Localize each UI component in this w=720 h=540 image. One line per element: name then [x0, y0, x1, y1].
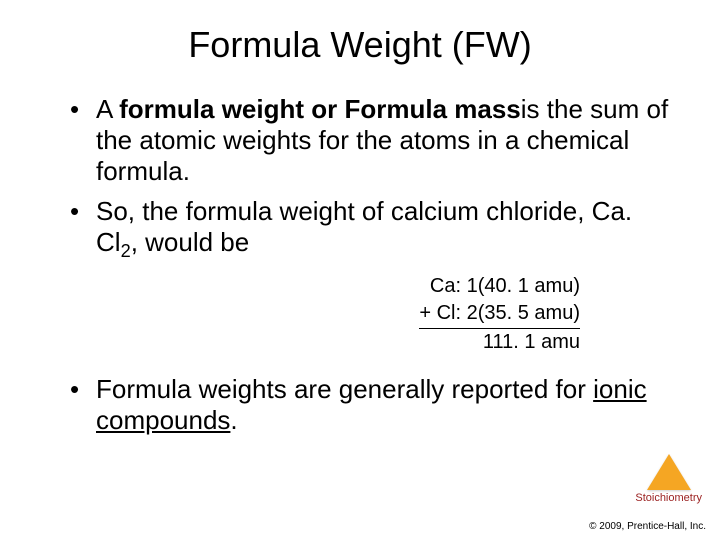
- bullet-1-prefix: A: [96, 94, 119, 124]
- bullet-2: So, the formula weight of calcium chlori…: [70, 196, 670, 263]
- bullet-1: A formula weight or Formula massis the s…: [70, 94, 670, 188]
- calc-result: 111. 1 amu: [50, 329, 580, 356]
- slide-title: Formula Weight (FW): [50, 24, 670, 66]
- bullet-list: A formula weight or Formula massis the s…: [50, 94, 670, 263]
- bullet-2-suffix: , would be: [131, 227, 250, 257]
- calculation-block: Ca: 1(40. 1 amu) + Cl: 2(35. 5 amu) 111.…: [50, 273, 580, 356]
- bullet-list-2: Formula weights are generally reported f…: [50, 374, 670, 436]
- bullet-3-suffix: .: [230, 405, 237, 435]
- calc-line-cl: + Cl: 2(35. 5 amu): [419, 300, 580, 329]
- copyright-text: © 2009, Prentice-Hall, Inc.: [589, 521, 706, 532]
- slide: Formula Weight (FW) A formula weight or …: [0, 0, 720, 540]
- triangle-icon: [647, 454, 691, 490]
- publisher-logo: Stoichiometry: [635, 454, 702, 504]
- bullet-3: Formula weights are generally reported f…: [70, 374, 670, 436]
- bullet-3-prefix: Formula weights are generally reported f…: [96, 374, 593, 404]
- bullet-1-bold: formula weight or Formula mass: [119, 94, 521, 124]
- logo-label: Stoichiometry: [635, 492, 702, 504]
- calc-line-ca: Ca: 1(40. 1 amu): [50, 273, 580, 300]
- bullet-2-subscript: 2: [121, 241, 131, 261]
